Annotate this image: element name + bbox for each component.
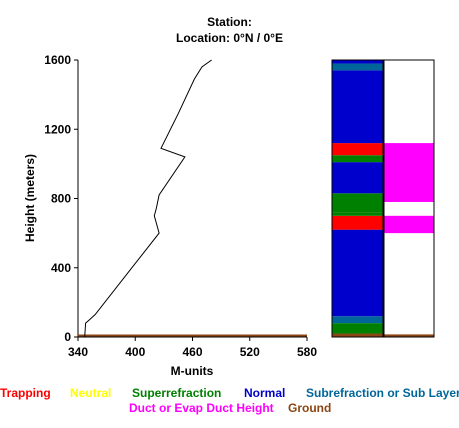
x-tick-label: 520 [240,345,260,359]
legend-trapping: Trapping [0,386,51,400]
refractivity-segment [332,60,383,64]
refractivity-segment [332,193,383,213]
legend-normal: Normal [244,386,286,400]
y-tick-label: 0 [64,330,71,344]
legend-duct: Duct or Evap Duct Height [129,401,274,415]
refractivity-segment [332,70,383,144]
y-tick-label: 400 [51,261,71,275]
refractivity-segment [332,63,383,71]
x-axis-label: M-units [171,364,214,378]
location-label: Location: 0°N / 0°E [176,31,283,45]
refractivity-segment [332,143,383,156]
station-label: Station: [207,15,252,29]
y-tick-label: 1600 [44,53,71,67]
duct-segment [384,143,434,202]
duct-segment [384,334,434,337]
legend-superrefraction: Superrefraction [132,386,222,400]
duct-segment [384,215,434,234]
x-tick-label: 340 [68,345,88,359]
refractivity-column-frame [331,59,384,338]
y-tick-label: 800 [51,192,71,206]
m-unit-profile-line [84,59,212,338]
legend-ground: Ground [288,401,332,415]
legend-subrefraction: Subrefraction or Sub Layer [306,386,459,400]
refractivity-segment [332,323,383,334]
legend-neutral: Neutral [70,386,112,400]
refractivity-segment [332,162,383,194]
refractivity-segment [332,215,383,230]
duct-column-frame [383,59,435,338]
refractivity-segment [332,155,383,163]
refractivity-segment [332,212,383,216]
x-tick-label: 400 [125,345,145,359]
x-tick-label: 460 [182,345,202,359]
y-tick-label: 1200 [44,122,71,136]
refractivity-segment [332,333,383,337]
x-tick-label: 580 [297,345,317,359]
refractivity-segment [332,229,383,317]
refractivity-segment [332,316,383,324]
y-axis-label: Height (meters) [23,154,37,242]
